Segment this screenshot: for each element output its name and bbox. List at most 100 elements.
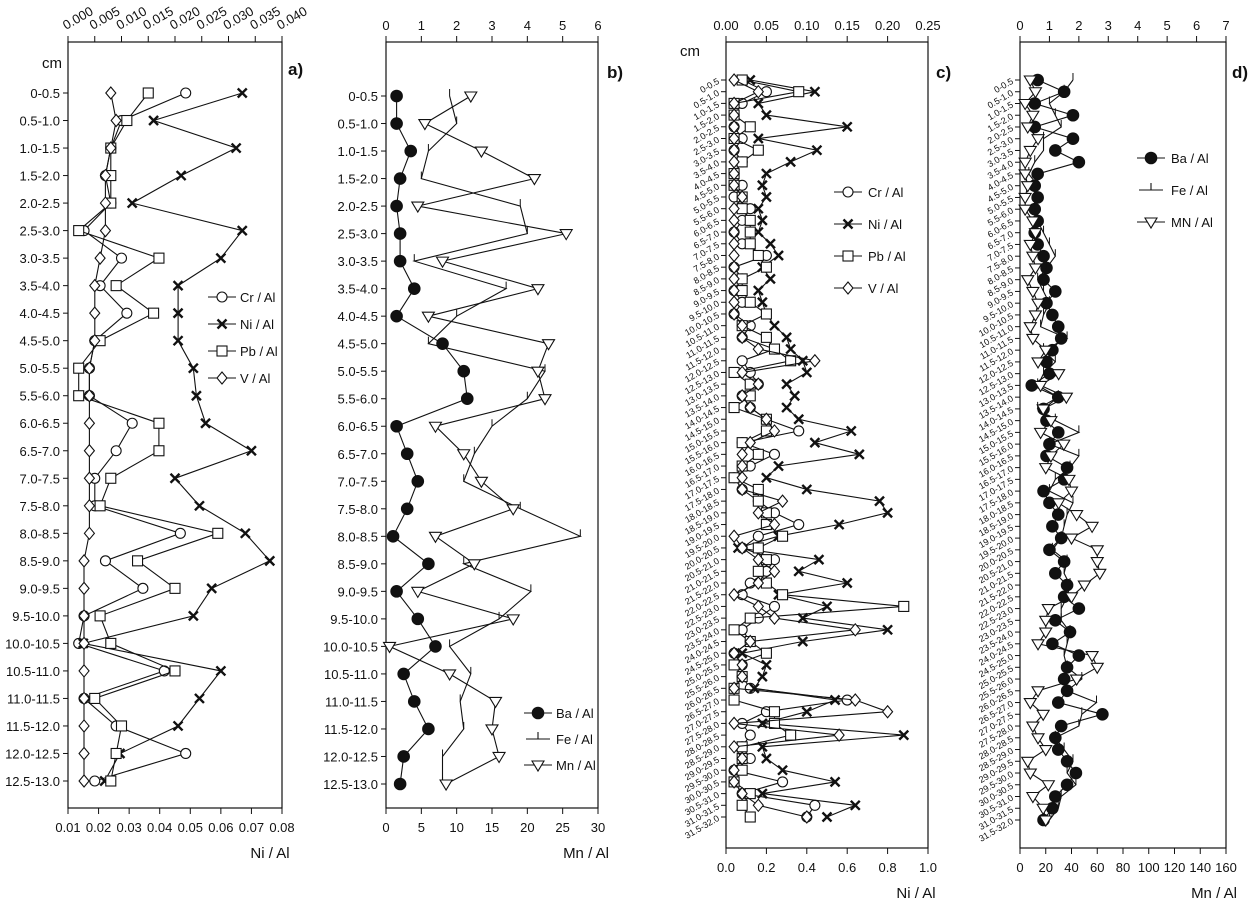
data-point — [200, 417, 211, 429]
data-point — [390, 117, 403, 130]
legend-entry: Fe / Al — [556, 732, 593, 747]
legend-symbol — [526, 732, 550, 740]
data-point — [761, 191, 772, 203]
data-point — [829, 694, 841, 706]
data-point — [752, 798, 765, 813]
x-top-tick-label: 4 — [1134, 18, 1141, 33]
data-point — [1061, 474, 1076, 487]
data-point — [390, 309, 403, 323]
data-point — [1023, 697, 1038, 710]
panel-label: b) — [607, 63, 623, 82]
data-point — [153, 445, 165, 457]
x-bottom-tick-label: 0.01 — [55, 820, 80, 835]
legend-symbol-marker — [842, 186, 854, 198]
series-line — [387, 95, 567, 785]
data-point — [752, 599, 765, 614]
y-tick-label: 5.5-6.0 — [338, 392, 378, 407]
data-point — [898, 729, 910, 741]
data-point — [506, 504, 521, 516]
data-point — [744, 811, 756, 823]
data-point — [194, 500, 205, 512]
data-point — [768, 517, 781, 532]
data-point — [390, 89, 403, 103]
data-point — [73, 225, 85, 237]
data-point — [1064, 533, 1079, 546]
data-point — [761, 753, 772, 764]
data-point — [1020, 122, 1035, 135]
x-bottom-axis-label: Mn / Al — [563, 845, 609, 862]
y-axis-title: cm — [680, 43, 700, 60]
legend-symbol — [1139, 183, 1163, 191]
y-tick-label: 5.0-5.5 — [20, 361, 60, 376]
data-point — [1025, 110, 1040, 123]
legend-symbol-marker — [842, 218, 854, 230]
legend-symbol-marker — [216, 371, 228, 385]
x-bottom-tick-label: 0 — [1016, 860, 1023, 875]
data-point — [736, 669, 748, 684]
series-ni-al — [732, 74, 910, 823]
legend-symbol-marker — [531, 760, 545, 773]
data-point — [1025, 286, 1040, 299]
data-point — [78, 774, 90, 788]
data-point — [776, 494, 789, 509]
data-point — [773, 460, 784, 472]
data-point — [460, 392, 474, 406]
data-point — [428, 421, 443, 434]
data-point — [78, 581, 90, 596]
data-point — [1031, 298, 1046, 311]
data-point — [105, 86, 117, 100]
data-point — [765, 273, 776, 285]
data-point — [744, 238, 756, 250]
data-point — [809, 86, 821, 98]
y-tick-label: 0-0.5 — [30, 86, 60, 101]
data-point — [390, 419, 403, 433]
data-point — [777, 589, 789, 601]
data-point — [206, 583, 218, 594]
data-point — [809, 437, 821, 448]
legend-entry: Ba / Al — [556, 706, 594, 721]
series-line — [83, 92, 117, 781]
data-point — [785, 729, 797, 741]
x-bottom-axis-label: Mn / Al — [1191, 885, 1237, 902]
data-point — [73, 362, 85, 374]
data-point — [728, 402, 740, 414]
y-tick-label: 7.0-7.5 — [20, 471, 60, 486]
data-point — [121, 307, 133, 319]
y-tick-label: 1.0-1.5 — [20, 141, 60, 156]
y-tick-label: 2.5-3.0 — [338, 227, 378, 242]
data-point — [175, 170, 187, 181]
series-line — [732, 79, 888, 818]
series-ba-al — [386, 89, 474, 791]
data-point — [1028, 263, 1043, 276]
y-tick-label: 8.5-9.0 — [338, 557, 378, 572]
data-point — [760, 412, 773, 427]
data-point — [457, 364, 471, 378]
data-point — [393, 227, 407, 240]
data-point — [1096, 707, 1109, 721]
data-point — [422, 722, 435, 736]
data-point — [1051, 320, 1065, 333]
y-tick-label: 12.5-13.0 — [323, 777, 378, 792]
x-top-tick-label: 0.00 — [713, 18, 738, 33]
data-point — [559, 229, 574, 241]
data-point — [1025, 333, 1040, 346]
legend-entry: Ni / Al — [240, 317, 274, 332]
data-point — [180, 747, 192, 760]
x-top-tick-label: 0.25 — [915, 18, 940, 33]
data-point — [1038, 744, 1053, 757]
data-point — [752, 505, 765, 520]
data-point — [1018, 204, 1033, 217]
data-point — [761, 168, 772, 179]
legend-entry: Ni / Al — [868, 217, 902, 232]
data-point — [728, 307, 740, 321]
x-bottom-axis-label: Ni / Al — [250, 845, 289, 862]
data-point — [811, 144, 823, 156]
data-point — [833, 728, 845, 742]
data-point — [1028, 310, 1043, 322]
data-point — [744, 729, 756, 741]
x-bottom-tick-label: 0.0 — [717, 860, 735, 875]
series-v-al — [728, 73, 894, 824]
x-bottom-tick-label: 140 — [1189, 860, 1211, 875]
data-point — [768, 564, 781, 579]
data-point — [1038, 815, 1053, 828]
